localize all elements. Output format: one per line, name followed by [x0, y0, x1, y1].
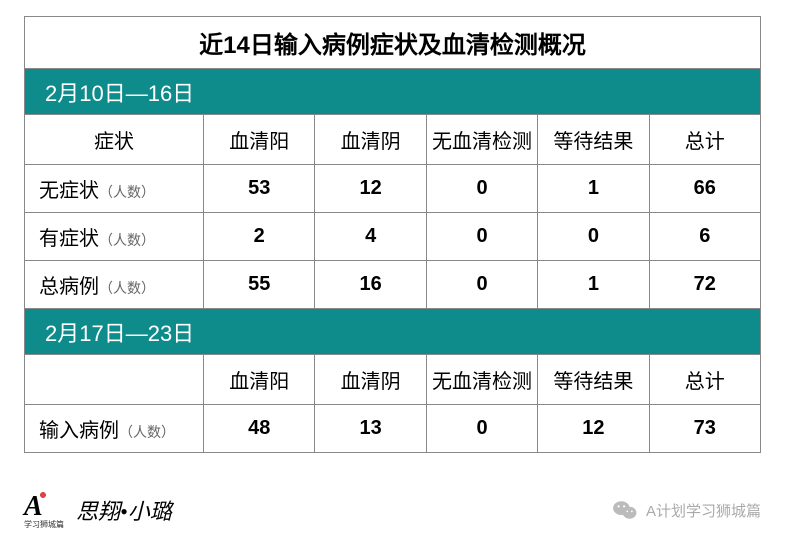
period2-header-row: 血清阳 血清阴 无血清检测 等待结果 总计	[25, 355, 761, 405]
period1-label: 2月10日—16日	[25, 69, 761, 115]
p2-cell-0-3: 12	[538, 405, 649, 453]
p1-cell-0-1: 12	[315, 165, 426, 213]
p1-cell-0-0: 53	[204, 165, 315, 213]
header2-blank	[25, 355, 204, 405]
wechat-icon	[612, 499, 638, 521]
header2-notest: 无血清检测	[426, 355, 537, 405]
title-row: 近14日输入病例症状及血清检测概况	[25, 17, 761, 69]
footer: A 学习狮城篇 思翔•小璐 A计划学习狮城篇	[24, 490, 761, 530]
p1-row-1: 有症状（人数）24006	[25, 213, 761, 261]
footer-right: A计划学习狮城篇	[612, 499, 761, 521]
p1-cell-0-4: 66	[649, 165, 760, 213]
p1-cell-2-2: 0	[426, 261, 537, 309]
brand-text: 思翔•小璐	[76, 494, 172, 526]
p2-cell-0-2: 0	[426, 405, 537, 453]
p1-cell-1-1: 4	[315, 213, 426, 261]
logo-letter: A	[24, 491, 43, 522]
header2-total: 总计	[649, 355, 760, 405]
header-wait: 等待结果	[538, 115, 649, 165]
p1-cell-0-2: 0	[426, 165, 537, 213]
header2-pos: 血清阳	[204, 355, 315, 405]
footer-left: A 学习狮城篇 思翔•小璐	[24, 491, 172, 530]
p2-cell-0-1: 13	[315, 405, 426, 453]
p1-cell-1-4: 6	[649, 213, 760, 261]
p1-row-2: 总病例（人数）55160172	[25, 261, 761, 309]
p1-cell-0-3: 1	[538, 165, 649, 213]
p2-cell-0-0: 48	[204, 405, 315, 453]
period2-label: 2月17日—23日	[25, 309, 761, 355]
p1-cell-1-2: 0	[426, 213, 537, 261]
p1-label-2: 总病例（人数）	[25, 261, 204, 309]
p1-cell-1-3: 0	[538, 213, 649, 261]
table-container: 近14日输入病例症状及血清检测概况 2月10日—16日 症状 血清阳 血清阴 无…	[0, 0, 785, 453]
p2-cell-0-4: 73	[649, 405, 760, 453]
data-table: 近14日输入病例症状及血清检测概况 2月10日—16日 症状 血清阳 血清阴 无…	[24, 16, 761, 453]
p1-label-0: 无症状（人数）	[25, 165, 204, 213]
period2-row: 2月17日—23日	[25, 309, 761, 355]
p1-label-1: 有症状（人数）	[25, 213, 204, 261]
p1-cell-2-3: 1	[538, 261, 649, 309]
p1-cell-2-4: 72	[649, 261, 760, 309]
header-neg: 血清阴	[315, 115, 426, 165]
header-pos: 血清阳	[204, 115, 315, 165]
header2-neg: 血清阴	[315, 355, 426, 405]
p1-row-0: 无症状（人数）53120166	[25, 165, 761, 213]
logo: A 学习狮城篇	[24, 491, 64, 530]
period1-header-row: 症状 血清阳 血清阴 无血清检测 等待结果 总计	[25, 115, 761, 165]
p2-row-0: 输入病例（人数）481301273	[25, 405, 761, 453]
header2-wait: 等待结果	[538, 355, 649, 405]
p1-cell-2-0: 55	[204, 261, 315, 309]
p1-cell-2-1: 16	[315, 261, 426, 309]
source-text: A计划学习狮城篇	[646, 500, 761, 521]
header-symptom: 症状	[25, 115, 204, 165]
p2-label-0: 输入病例（人数）	[25, 405, 204, 453]
period1-row: 2月10日—16日	[25, 69, 761, 115]
table-title: 近14日输入病例症状及血清检测概况	[25, 17, 761, 69]
p1-cell-1-0: 2	[204, 213, 315, 261]
header-notest: 无血清检测	[426, 115, 537, 165]
header-total: 总计	[649, 115, 760, 165]
